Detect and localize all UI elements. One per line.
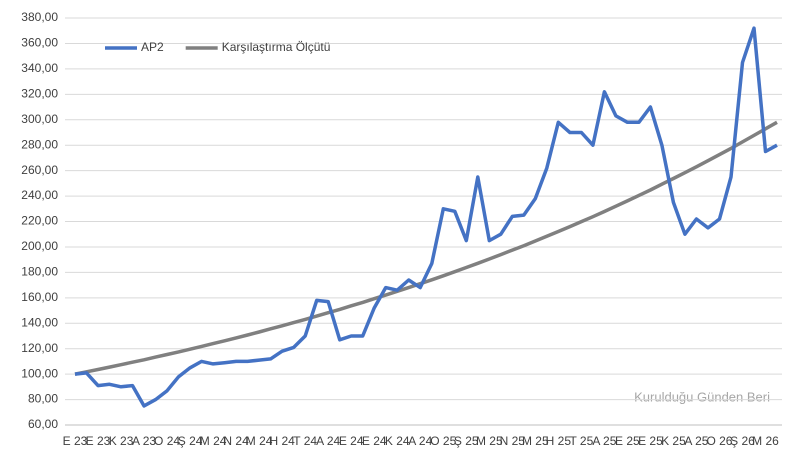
x-tick-label: O 26 [706, 434, 732, 448]
x-tick-label: M 26 [752, 434, 779, 448]
x-tick-label: E 25 [615, 434, 640, 448]
x-tick-label: K 24 [385, 434, 410, 448]
y-tick-label: 300,00 [21, 112, 58, 126]
x-tick-label: T 25 [569, 434, 593, 448]
x-tick-label: H 25 [546, 434, 572, 448]
y-tick-label: 200,00 [21, 239, 58, 253]
y-tick-label: 160,00 [21, 290, 58, 304]
x-tick-label: Ş 26 [730, 434, 755, 448]
x-tick-label: E 23 [86, 434, 111, 448]
y-tick-label: 120,00 [21, 341, 58, 355]
y-tick-label: 340,00 [21, 61, 58, 75]
x-tick-label: E 24 [339, 434, 364, 448]
y-tick-label: 180,00 [21, 265, 58, 279]
series-line [74, 26, 778, 408]
y-tick-label: 60,00 [28, 417, 58, 431]
x-tick-label: M 24 [246, 434, 273, 448]
y-tick-label: 80,00 [28, 392, 58, 406]
x-tick-label: E 24 [362, 434, 387, 448]
series-line [74, 120, 778, 376]
x-tick-label: N 25 [500, 434, 526, 448]
x-tick-label: O 24 [154, 434, 180, 448]
x-tick-label: A 25 [592, 434, 616, 448]
y-tick-label: 100,00 [21, 366, 58, 380]
x-tick-label: A 24 [408, 434, 432, 448]
x-tick-label: A 25 [684, 434, 708, 448]
x-tick-label: H 24 [269, 434, 295, 448]
y-tick-label: 140,00 [21, 315, 58, 329]
x-tick-label: E 23 [63, 434, 88, 448]
x-tick-label: M 25 [522, 434, 549, 448]
legend-label: Karşılaştırma Ölçütü [222, 40, 331, 54]
y-tick-label: 280,00 [21, 137, 58, 151]
x-tick-label: A 23 [132, 434, 156, 448]
y-tick-label: 260,00 [21, 163, 58, 177]
annotation: Kurulduğu Günden Beri [634, 389, 770, 404]
y-tick-label: 220,00 [21, 214, 58, 228]
legend-label: AP2 [141, 40, 164, 54]
x-tick-label: M 25 [476, 434, 503, 448]
x-tick-label: Ş 24 [178, 434, 203, 448]
y-tick-label: 240,00 [21, 188, 58, 202]
x-tick-label: T 24 [293, 434, 317, 448]
x-tick-label: A 24 [316, 434, 340, 448]
y-tick-label: 320,00 [21, 86, 58, 100]
x-tick-label: N 24 [223, 434, 249, 448]
x-tick-label: M 24 [200, 434, 227, 448]
x-tick-label: K 23 [109, 434, 134, 448]
x-tick-label: O 25 [430, 434, 456, 448]
y-tick-label: 360,00 [21, 36, 58, 50]
y-tick-label: 380,00 [21, 10, 58, 24]
x-tick-label: K 25 [661, 434, 686, 448]
x-tick-label: Ş 25 [454, 434, 479, 448]
x-tick-label: E 25 [638, 434, 663, 448]
